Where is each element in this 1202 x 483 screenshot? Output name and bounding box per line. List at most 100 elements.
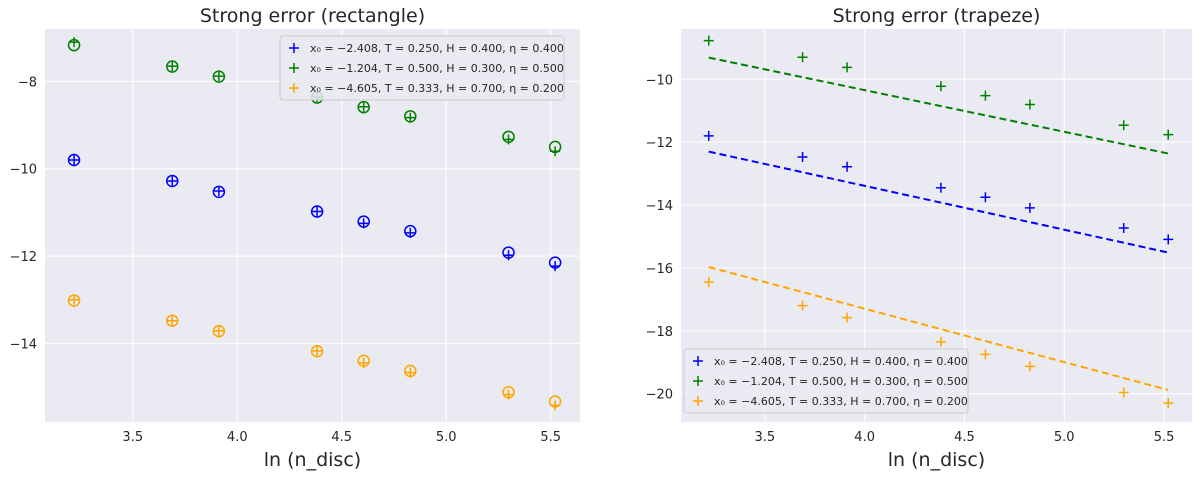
plus-point-series-2 xyxy=(405,367,416,378)
plus-point-series-0 xyxy=(1163,234,1174,245)
plus-point-series-2 xyxy=(1163,398,1174,409)
plus-point-series-1 xyxy=(503,134,514,145)
y-tick-label: −10 xyxy=(646,73,673,88)
legend-marker xyxy=(289,83,299,93)
legend: x₀ = −2.408, T = 0.250, H = 0.400, η = 0… xyxy=(279,35,565,101)
y-tick-label: −12 xyxy=(646,136,673,151)
plus-point-series-0 xyxy=(405,227,416,238)
plus-point-series-1 xyxy=(1163,129,1174,140)
fit-line-series-0 xyxy=(708,150,1169,254)
legend-marker xyxy=(693,356,703,366)
legend-marker xyxy=(693,396,703,406)
legend-label: x₀ = −1.204, T = 0.500, H = 0.300, η = 0… xyxy=(310,62,564,75)
chart-panel-1: 3.5 4.0 4.5 5.0 5.5 −10 −12 −14 −16 −18 −20 Strong … xyxy=(646,5,1192,471)
plus-point-series-2 xyxy=(1024,361,1035,372)
plus-point-series-0 xyxy=(980,192,991,203)
legend-marker xyxy=(693,376,703,386)
x-tick-label: 5.0 xyxy=(1054,430,1075,445)
plus-point-series-0 xyxy=(1118,223,1129,234)
circle-point-series-2 xyxy=(166,314,179,327)
circle-point-series-0 xyxy=(310,205,324,218)
legend-marker xyxy=(289,43,299,53)
plus-point-series-1 xyxy=(69,37,80,48)
legend-box xyxy=(279,35,565,101)
plus-point-series-2 xyxy=(1118,387,1129,398)
legend-label: x₀ = −1.204, T = 0.500, H = 0.300, η = 0… xyxy=(714,375,968,388)
plus-point-series-2 xyxy=(503,389,514,400)
plus-point-series-1 xyxy=(703,35,714,46)
plus-point-series-0 xyxy=(167,175,178,186)
plus-point-series-1 xyxy=(213,71,224,82)
plus-point-series-0 xyxy=(797,151,808,162)
plus-point-series-1 xyxy=(405,112,416,123)
legend-marker xyxy=(289,63,299,73)
legend-box xyxy=(683,348,969,414)
plus-point-series-2 xyxy=(167,315,178,326)
plus-point-series-2 xyxy=(213,325,224,336)
circle-point-series-1 xyxy=(357,100,370,114)
plus-point-series-0 xyxy=(703,130,714,141)
circle-point-series-2 xyxy=(310,345,324,358)
plus-point-series-1 xyxy=(980,90,991,101)
plus-point-series-2 xyxy=(935,336,946,347)
x-axis-label: ln (n_disc) xyxy=(888,449,985,471)
plus-point-series-2 xyxy=(842,312,853,323)
plus-point-series-0 xyxy=(550,261,561,272)
x-tick-label: 5.0 xyxy=(436,430,457,445)
y-tick-label: −18 xyxy=(646,325,673,340)
x-tick-label: 4.0 xyxy=(227,430,248,445)
plus-point-series-0 xyxy=(1024,202,1035,213)
plus-point-series-2 xyxy=(69,294,80,305)
chart-title: Strong error (trapeze) xyxy=(833,5,1041,27)
circle-point-series-0 xyxy=(166,174,179,188)
circle-point-series-0 xyxy=(67,153,81,167)
chart-title: Strong error (rectangle) xyxy=(200,5,425,27)
plus-point-series-1 xyxy=(167,61,178,72)
y-tick-label: −12 xyxy=(10,250,37,265)
y-tick-label: −10 xyxy=(10,163,37,178)
x-tick-label: 4.5 xyxy=(331,430,352,445)
plus-point-series-1 xyxy=(842,62,853,73)
circle-point-series-1 xyxy=(212,70,226,83)
y-tick-label: −14 xyxy=(10,337,37,352)
legend: x₀ = −2.408, T = 0.250, H = 0.400, η = 0… xyxy=(683,348,969,414)
plus-point-series-0 xyxy=(935,182,946,193)
legend-label: x₀ = −4.605, T = 0.333, H = 0.700, η = 0… xyxy=(714,395,968,408)
plus-point-series-0 xyxy=(358,218,369,229)
plus-point-series-0 xyxy=(503,250,514,261)
chart-panel-0: 3.5 4.0 4.5 5.0 5.5 −8 −10 −12 −14 Strong error (… xyxy=(10,5,580,471)
legend-label: x₀ = −2.408, T = 0.250, H = 0.400, η = 0… xyxy=(714,355,968,368)
y-tick-label: −14 xyxy=(646,199,673,214)
x-axis-label: ln (n_disc) xyxy=(264,449,361,471)
plus-point-series-0 xyxy=(213,186,224,197)
legend-label: x₀ = −2.408, T = 0.250, H = 0.400, η = 0… xyxy=(310,42,564,55)
plus-point-series-2 xyxy=(312,345,323,356)
y-tick-label: −16 xyxy=(646,262,673,277)
legend-label: x₀ = −4.605, T = 0.333, H = 0.700, η = 0… xyxy=(310,82,564,95)
plus-point-series-2 xyxy=(797,300,808,311)
plus-point-series-0 xyxy=(69,155,80,165)
x-tick-label: 5.5 xyxy=(1154,430,1175,445)
x-tick-label: 3.5 xyxy=(754,430,775,445)
plus-point-series-2 xyxy=(550,400,561,411)
x-tick-label: 4.0 xyxy=(854,430,875,445)
plus-point-series-1 xyxy=(1118,120,1129,131)
x-tick-label: 5.5 xyxy=(540,430,561,445)
y-tick-label: −20 xyxy=(646,388,673,403)
circle-point-series-2 xyxy=(212,324,226,338)
y-tick-label: −8 xyxy=(18,75,37,90)
plus-point-series-1 xyxy=(935,81,946,92)
circle-point-series-1 xyxy=(166,60,179,73)
x-tick-label: 4.5 xyxy=(954,430,975,445)
plus-point-series-1 xyxy=(358,101,369,112)
plus-point-series-2 xyxy=(980,349,991,360)
plus-point-series-0 xyxy=(312,206,323,217)
x-tick-label: 3.5 xyxy=(122,430,143,445)
plus-point-series-2 xyxy=(358,358,369,369)
plus-point-series-1 xyxy=(550,146,561,157)
plus-point-series-1 xyxy=(1024,99,1035,110)
plus-point-series-0 xyxy=(842,161,853,172)
plus-point-series-2 xyxy=(703,277,714,288)
fit-line-series-2 xyxy=(708,266,1169,391)
